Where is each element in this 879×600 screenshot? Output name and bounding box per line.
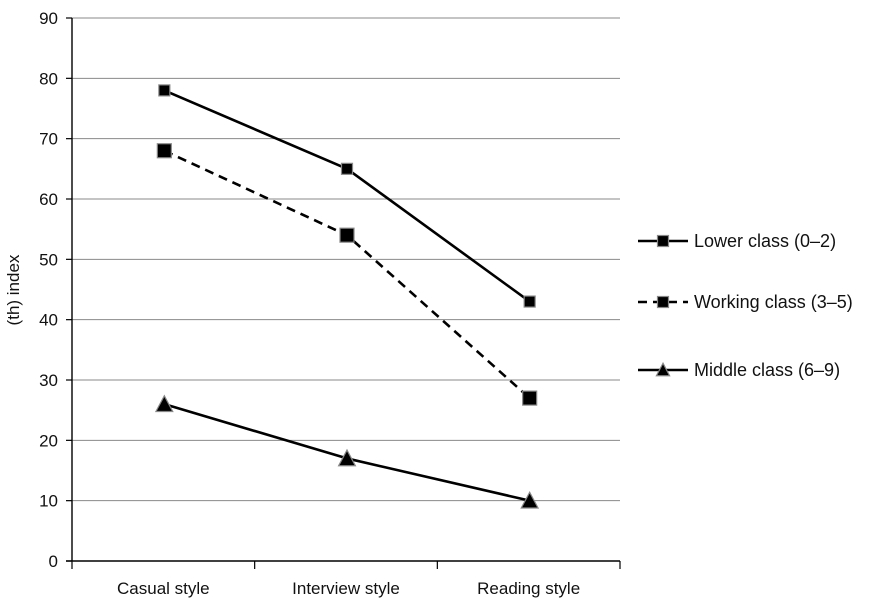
y-tick-label: 40 [39, 311, 58, 330]
series-3 [154, 394, 540, 509]
y-tick-label: 0 [49, 552, 58, 571]
legend-label: Lower class (0–2) [694, 231, 836, 251]
data-point [340, 162, 354, 175]
y-tick-label: 50 [39, 250, 58, 269]
legend-item: Middle class (6–9) [638, 360, 840, 380]
series-line [163, 89, 531, 303]
y-tick-label: 80 [39, 69, 58, 88]
data-series [154, 84, 540, 509]
x-tick-labels: Casual style Interview style Reading style [117, 579, 580, 598]
series-line [163, 149, 531, 400]
series-1 [158, 84, 536, 308]
y-tick-label: 10 [39, 492, 58, 511]
y-axis-label: (th) index [4, 254, 23, 325]
data-point [154, 394, 174, 413]
legend-marker [655, 361, 671, 377]
y-tick-label: 30 [39, 371, 58, 390]
y-tick-label: 90 [39, 9, 58, 28]
legend-item: Lower class (0–2) [638, 231, 836, 251]
legend-label: Working class (3–5) [694, 292, 853, 312]
axes [66, 17, 621, 569]
data-point [520, 491, 540, 509]
x-tick-label: Interview style [292, 579, 400, 598]
legend-item: Working class (3–5) [638, 292, 853, 312]
data-point [158, 84, 171, 97]
legend-label: Middle class (6–9) [694, 360, 840, 380]
legend-marker [656, 234, 670, 248]
y-tick-label: 60 [39, 190, 58, 209]
data-point [523, 295, 536, 308]
series-2 [156, 143, 538, 406]
gridlines [72, 17, 620, 502]
x-tick-label: Casual style [117, 579, 210, 598]
data-point [339, 227, 355, 243]
legend-marker [656, 295, 670, 309]
data-point [337, 448, 357, 467]
data-point [522, 390, 538, 406]
legend: Lower class (0–2) Working class (3–5) Midd… [638, 231, 853, 380]
x-tick-label: Reading style [477, 579, 580, 598]
y-tick-label: 20 [39, 431, 58, 450]
y-tick-label: 70 [39, 130, 58, 149]
y-tick-labels: 0 10 20 30 40 50 60 70 80 90 [39, 9, 58, 571]
data-point [156, 143, 172, 159]
